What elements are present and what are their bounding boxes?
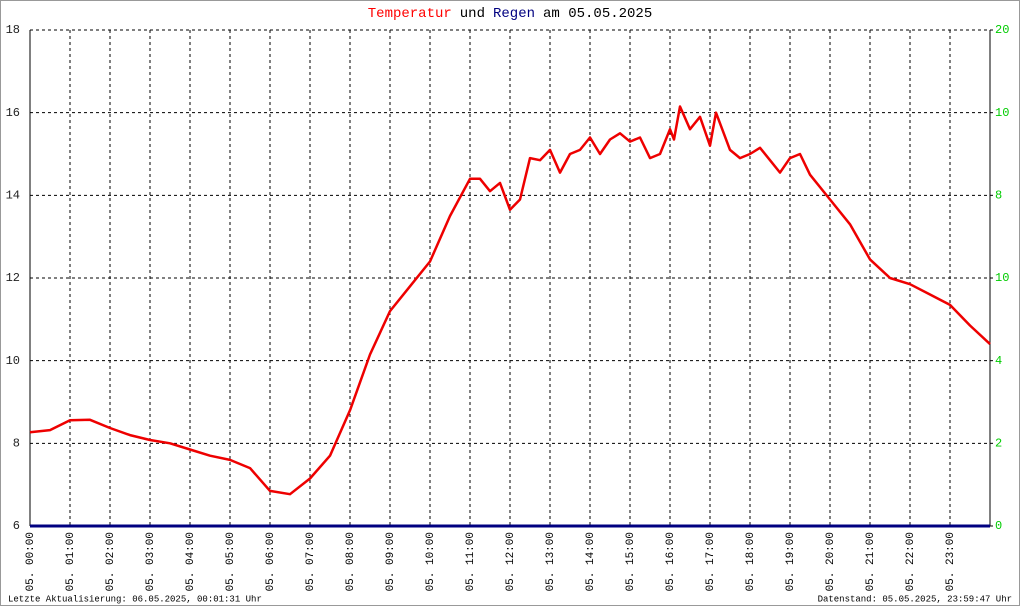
x-tick-label: 05. 03:00 xyxy=(145,532,157,591)
x-tick-label: 05. 16:00 xyxy=(665,532,677,591)
footer-right: Datenstand: 05.05.2025, 23:59:47 Uhr xyxy=(818,594,1012,604)
y2-tick-label: 2 xyxy=(995,437,1002,451)
title-part: am 05.05.2025 xyxy=(543,6,652,22)
x-tick-label: 05. 19:00 xyxy=(785,532,797,591)
x-tick-label: 05. 01:00 xyxy=(65,532,77,591)
footer-left: Letzte Aktualisierung: 06.05.2025, 00:01… xyxy=(8,594,262,604)
x-tick-label: 05. 22:00 xyxy=(905,532,917,591)
x-tick-label: 05. 14:00 xyxy=(585,532,597,591)
y2-tick-label: 10 xyxy=(995,271,1009,285)
x-tick-label: 05. 08:00 xyxy=(345,532,357,591)
y-tick-label: 18 xyxy=(6,23,20,37)
x-tick-label: 05. 10:00 xyxy=(425,532,437,591)
x-tick-label: 05. 20:00 xyxy=(825,532,837,591)
y2-tick-label: 4 xyxy=(995,354,1002,368)
series-line xyxy=(29,105,991,496)
x-tick-label: 05. 11:00 xyxy=(465,532,477,591)
y-tick-label: 8 xyxy=(13,437,20,451)
x-tick-label: 05. 04:00 xyxy=(185,532,197,591)
x-tick-label: 05. 23:00 xyxy=(945,532,957,591)
y2-tick-label: 10 xyxy=(995,106,1009,120)
y-tick-label: 10 xyxy=(6,354,20,368)
x-tick-label: 05. 18:00 xyxy=(745,532,757,591)
x-tick-label: 05. 05:00 xyxy=(225,532,237,591)
title-part: Temperatur xyxy=(368,6,452,22)
title-part: Regen xyxy=(493,6,535,22)
title-part: und xyxy=(460,6,485,22)
y2-tick-label: 8 xyxy=(995,189,1002,203)
x-tick-label: 05. 13:00 xyxy=(545,532,557,591)
x-tick-label: 05. 06:00 xyxy=(265,532,277,591)
x-tick-label: 05. 07:00 xyxy=(305,532,317,591)
x-tick-label: 05. 21:00 xyxy=(865,532,877,591)
x-tick-label: 05. 02:00 xyxy=(105,532,117,591)
y-tick-label: 16 xyxy=(6,106,20,120)
x-tick-label: 05. 09:00 xyxy=(385,532,397,591)
chart-title: Temperatur und Regen am 05.05.2025 xyxy=(368,6,652,22)
y-tick-label: 12 xyxy=(6,271,20,285)
y-tick-label: 14 xyxy=(6,189,20,203)
x-tick-label: 05. 17:00 xyxy=(705,532,717,591)
x-tick-label: 05. 15:00 xyxy=(625,532,637,591)
y-tick-label: 6 xyxy=(13,519,20,533)
x-tick-label: 05. 00:00 xyxy=(25,532,37,591)
y2-tick-label: 20 xyxy=(995,23,1009,37)
y2-tick-label: 0 xyxy=(995,519,1002,533)
x-tick-label: 05. 12:00 xyxy=(505,532,517,591)
